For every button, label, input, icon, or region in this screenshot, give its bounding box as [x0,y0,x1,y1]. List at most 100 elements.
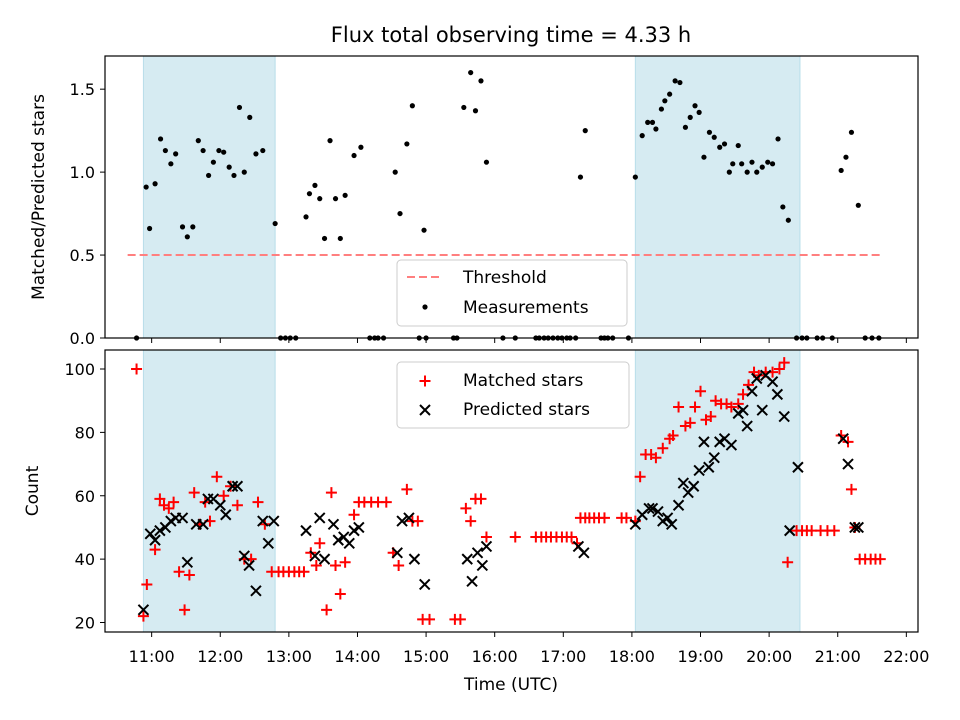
measurement-point [173,151,179,157]
matched-star-marker [509,531,521,543]
predicted-star-marker [746,385,758,397]
predicted-star-marker [756,404,768,416]
matched-star-marker [737,388,749,400]
measurement-point [730,161,736,167]
predicted-star-marker [476,559,489,572]
measurement-point [421,227,427,233]
matched-star-marker [154,493,166,505]
y-tick-label: 40 [75,550,95,569]
matched-star-marker [782,556,794,568]
y-axis-label: Count [23,465,43,516]
measurement-point [472,108,479,114]
predicted-star-marker [646,502,659,515]
matched-star-marker [321,604,333,616]
measurement-point [735,142,741,149]
measurement-point [162,147,168,154]
predicted-star-marker [783,524,796,537]
matched-star-marker [179,604,191,616]
measurement-point [701,154,707,160]
measurement-point [662,98,668,104]
measurement-point [152,181,158,187]
matched-star-marker [657,442,669,454]
x-tick-label: 19:00 [677,647,723,666]
x-tick-label: 11:00 [129,647,175,666]
matched-star-marker [339,556,351,568]
predicted-star-marker [332,534,344,546]
measurement-point [717,144,723,150]
x-axis-label: Time (UTC) [463,675,558,695]
matched-star-marker [211,471,223,483]
x-tick-label: 14:00 [334,647,380,666]
measurement-point [848,129,855,135]
matched-star-marker [465,515,477,527]
observing-span-1 [142,55,276,339]
measurement-point [317,196,323,202]
measurement-point [658,106,665,112]
measurement-point [190,224,196,230]
predicted-star-marker [766,375,779,388]
matched-star-marker [334,588,346,600]
predicted-star-marker [751,372,763,385]
predicted-star-marker [197,518,209,530]
predicted-star-marker [778,410,790,423]
measurement-point [184,234,190,240]
predicted-star-marker [257,515,269,527]
predicted-star-marker [652,505,664,518]
predicted-star-marker [661,512,674,524]
predicted-star-marker [226,480,239,492]
measurement-point [726,169,732,175]
predicted-star-marker [309,550,321,562]
legend-matched-label: Matched stars [463,371,583,391]
predicted-star-marker [262,537,274,549]
predicted-star-marker [243,559,255,572]
matched-star-marker [401,483,413,495]
x-tick-label: 15:00 [403,647,449,666]
matched-star-marker [598,512,610,524]
matched-star-marker [773,363,785,375]
measurement-point [404,141,410,147]
predicted-star-marker [408,553,421,565]
matched-star-marker [634,471,646,483]
bottom-panel-star-counts: 20 40 60 80 100 11:00 12:00 13:00 14:00 15:00 16:0… [23,349,929,666]
predicted-star-marker [149,534,161,546]
measurement-point [483,159,490,165]
matched-star-marker [689,401,701,413]
measurement-point [221,149,227,155]
predicted-star-marker [343,537,355,549]
measurement-point [649,119,656,125]
legend: Matched stars Predicted stars [396,361,630,429]
measurement-point [696,109,702,115]
predicted-star-marker [737,404,749,416]
predicted-star-marker [629,518,642,530]
measurement-point [247,114,253,120]
measurement-point [195,138,201,144]
measurement-point [409,103,415,109]
predicted-star-marker [176,512,189,524]
predicted-star-marker [771,388,784,401]
predicted-star-marker [327,518,340,530]
measurement-point [775,136,781,142]
measurement-point [168,161,174,167]
predicted-star-marker [703,461,715,473]
measurement-point [231,172,237,179]
predicted-star-marker [137,604,150,616]
legend-measurements-swatch [422,304,428,310]
matched-star-marker [330,559,342,571]
matched-star-marker [828,525,840,537]
matched-star-marker [131,363,143,375]
measurement-point [582,128,588,134]
matched-star-marker [168,496,180,508]
x-tick-label: 21:00 [815,647,861,666]
measurement-point [692,103,698,109]
predicted-star-marker [231,480,244,492]
predicted-star-marker [144,528,156,540]
measurement-point [749,159,755,165]
matched-star-marker [348,509,360,521]
matched-star-marker [874,553,886,565]
x-tick-label: 16:00 [472,647,518,666]
predicted-star-marker [643,502,655,515]
predicted-star-marker [725,439,738,451]
matched-star-marker [325,487,337,499]
matched-star-marker [231,499,243,511]
